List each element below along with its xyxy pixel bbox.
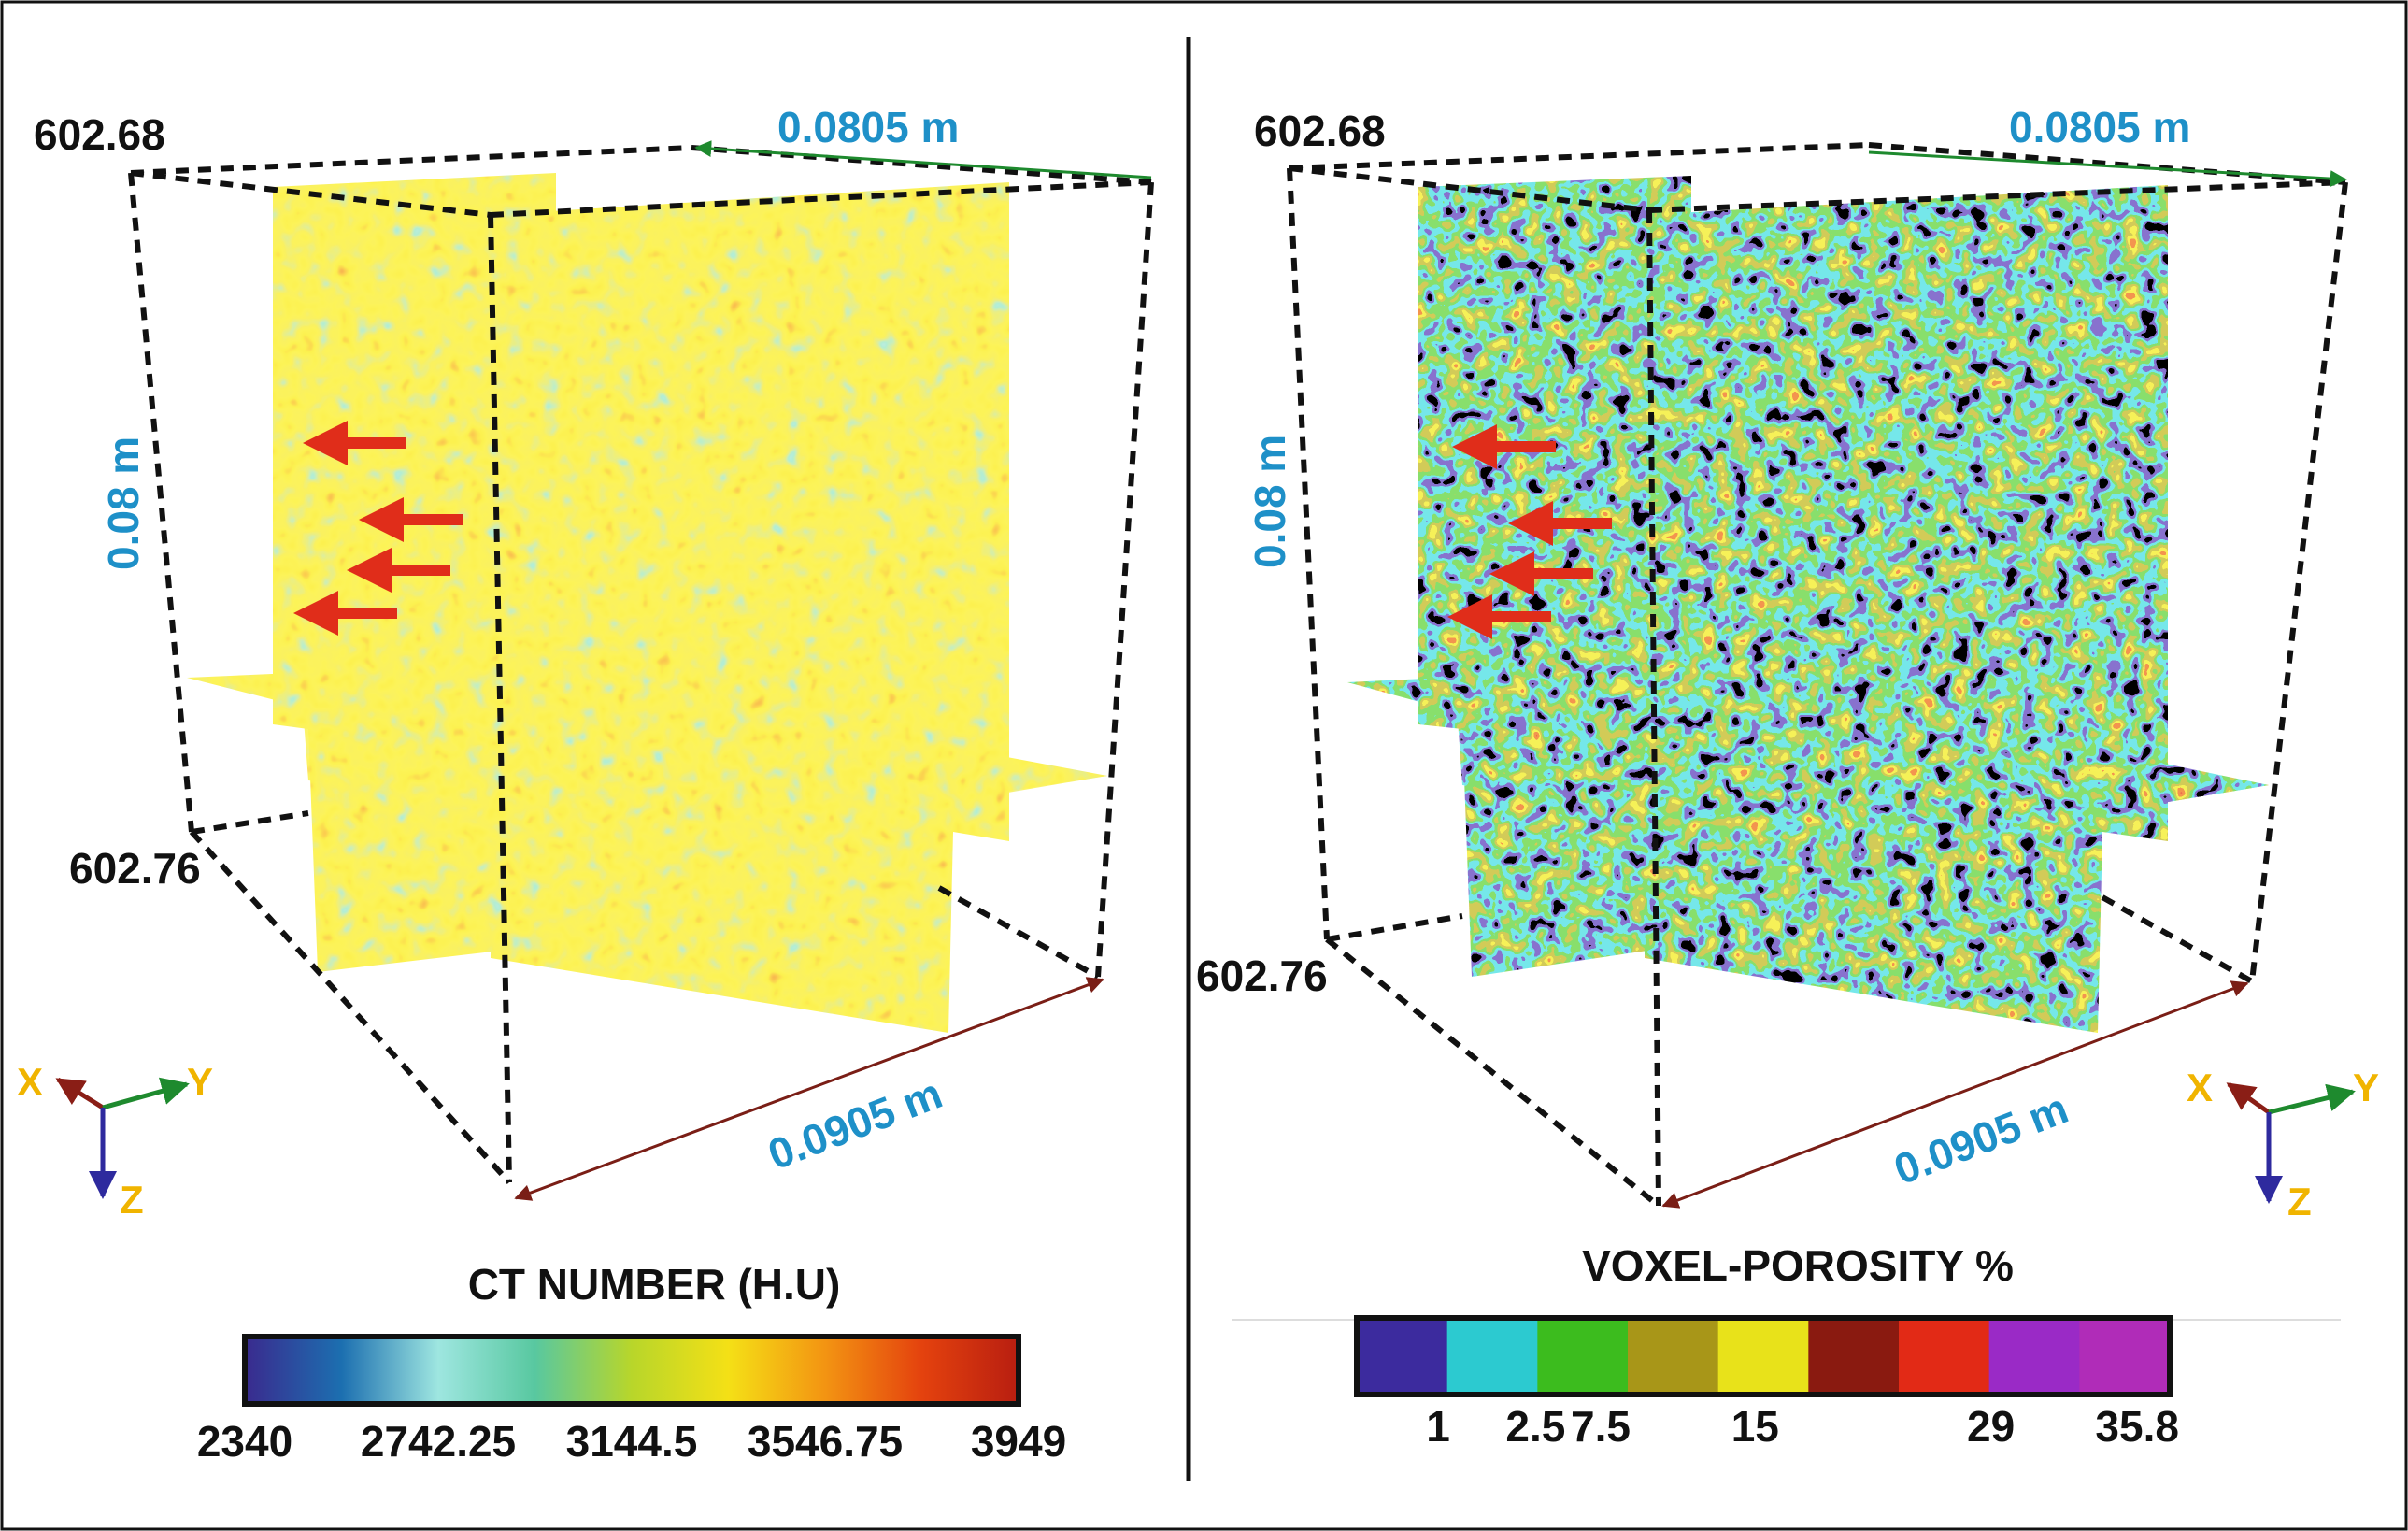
ct-highlight-arrows xyxy=(293,421,463,636)
porosity-colorbar-segment xyxy=(1446,1318,1539,1395)
porosity-colorbar xyxy=(1354,1315,2173,1397)
porosity-tick-label: 35.8 xyxy=(2095,1402,2179,1451)
z-axis-label: Z xyxy=(120,1178,144,1222)
width-dimension-arrow-right xyxy=(1868,150,2347,188)
ct-tick-label: 3546.75 xyxy=(748,1417,903,1466)
height-dimension-label-right: 0.08 m xyxy=(1246,435,1294,568)
y-axis-arrow xyxy=(102,1077,190,1110)
ct-vertical-slice-b xyxy=(491,182,1009,1033)
ct-tick-label: 3949 xyxy=(971,1417,1066,1466)
porosity-vertical-slice-b xyxy=(1645,185,2168,1033)
axes-triad-right: X Y Z xyxy=(2187,1066,2379,1223)
width-dimension-arrow xyxy=(694,140,1152,179)
voxel-porosity-panel: 602.68 602.76 0.0805 m 0.08 m 0.0905 m X… xyxy=(1196,103,2379,1451)
depth-bottom-label-right: 602.76 xyxy=(1196,952,1328,1000)
depth-top-label: 602.68 xyxy=(34,110,165,159)
y-axis-label-right: Y xyxy=(2353,1066,2379,1109)
axes-triad-left: X Y Z xyxy=(17,1060,213,1222)
ct-tick-label: 3144.5 xyxy=(566,1417,698,1466)
porosity-colorbar-ticks: 1 2.5 7.5 15 29 35.8 xyxy=(1426,1402,2179,1451)
y-axis-label: Y xyxy=(187,1060,213,1104)
porosity-colorbar-frame xyxy=(1354,1315,2173,1397)
porosity-tick-label: 1 xyxy=(1426,1402,1450,1451)
x-axis-label-right: X xyxy=(2187,1066,2213,1109)
porosity-tick-label: 29 xyxy=(1967,1402,2015,1451)
porosity-colorbar-fill xyxy=(1357,1318,2171,1395)
depth-dimension-arrow-right xyxy=(1661,980,2249,1209)
porosity-colorbar-segment xyxy=(2079,1318,2171,1395)
porosity-colorbar-segment xyxy=(1988,1318,2081,1395)
depth-dimension-label-right: 0.0905 m xyxy=(1888,1083,2074,1194)
y-axis-arrow-right xyxy=(2268,1083,2356,1115)
porosity-colorbar-segment xyxy=(1808,1318,1900,1395)
ct-colorbar-fill xyxy=(245,1337,1019,1404)
ct-tick-label: 2742.25 xyxy=(361,1417,516,1466)
porosity-tick-label: 2.5 xyxy=(1505,1402,1565,1451)
width-dimension-label: 0.0805 m xyxy=(777,103,959,151)
ct-colorbar-ticks: 2340 2742.25 3144.5 3546.75 3949 xyxy=(197,1417,1066,1466)
x-axis-label: X xyxy=(17,1060,43,1104)
porosity-highlight-arrows xyxy=(1447,424,1612,639)
depth-dimension-label: 0.0905 m xyxy=(762,1068,948,1179)
x-axis-arrow xyxy=(55,1077,105,1110)
porosity-tick-label: 7.5 xyxy=(1571,1402,1631,1451)
ct-tick-label: 2340 xyxy=(197,1417,292,1466)
depth-bottom-label: 602.76 xyxy=(69,844,201,893)
height-dimension-label: 0.08 m xyxy=(99,436,148,570)
porosity-colorbar-segment xyxy=(1537,1318,1629,1395)
ct-colorbar xyxy=(242,1334,1021,1407)
porosity-colorbar-segment xyxy=(1717,1318,1810,1395)
ct-colorbar-frame xyxy=(242,1334,1021,1407)
ct-legend-title: CT NUMBER (H.U) xyxy=(468,1260,841,1309)
x-axis-arrow-right xyxy=(2226,1081,2271,1115)
porosity-colorbar-segment xyxy=(1899,1318,1990,1395)
z-axis-label-right: Z xyxy=(2287,1180,2312,1223)
depth-dimension-arrow xyxy=(514,977,1104,1201)
width-dimension-label-right: 0.0805 m xyxy=(2009,103,2190,151)
depth-top-label-right: 602.68 xyxy=(1254,107,1386,155)
porosity-tick-label: 15 xyxy=(1731,1402,1779,1451)
ct-number-panel: 602.68 602.76 0.0805 m 0.08 m 0.0905 m X… xyxy=(17,103,1154,1466)
porosity-bounding-box xyxy=(1287,142,2348,1209)
porosity-colorbar-segment xyxy=(1628,1318,1719,1395)
porosity-legend-title: VOXEL-POROSITY % xyxy=(1582,1241,2014,1290)
porosity-colorbar-segment xyxy=(1357,1318,1448,1395)
